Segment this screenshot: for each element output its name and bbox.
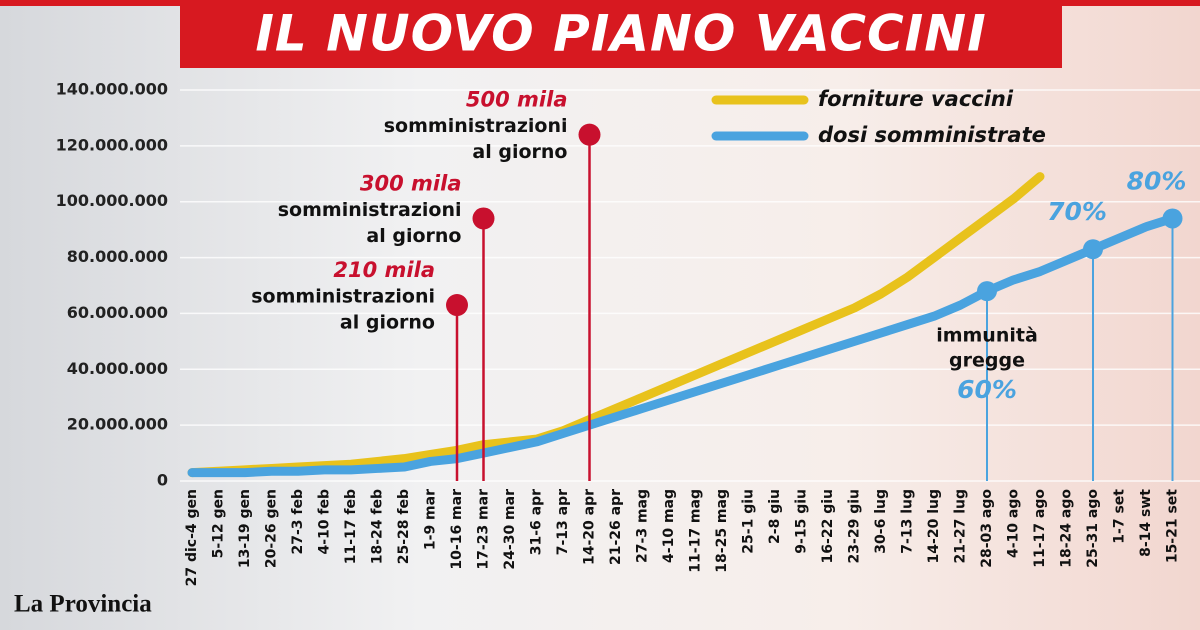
legend-label: forniture vaccini xyxy=(818,87,1014,111)
x-tick-label: 21-27 lug xyxy=(953,489,969,563)
x-tick-label: 4-10 feb xyxy=(317,489,333,555)
x-tick-label: 31-6 apr xyxy=(529,489,545,555)
y-tick-label: 100.000.000 xyxy=(56,191,168,210)
x-tick-label: 28-03 ago xyxy=(979,489,995,568)
x-tick-label: 14-20 apr xyxy=(582,489,598,565)
x-tick-label: 24-30 mar xyxy=(502,489,518,570)
y-tick-label: 80.000.000 xyxy=(67,247,168,266)
milestone-dot xyxy=(1083,239,1103,260)
y-tick-label: 140.000.000 xyxy=(56,80,168,99)
brand: La Provincia xyxy=(14,591,152,618)
y-tick-label: 0 xyxy=(157,471,168,490)
annotation-heading: 500 mila xyxy=(466,88,568,112)
x-tick-label: 18-25 mag xyxy=(714,489,730,573)
title-box xyxy=(180,4,1062,68)
x-tick-label: 20-26 gen xyxy=(264,489,280,568)
annotation-heading: 300 mila xyxy=(360,171,462,195)
x-tick-label: 30-6 lug xyxy=(873,489,889,554)
annotation-text: somministrazioni xyxy=(278,199,462,221)
x-tick-label: 23-29 giu xyxy=(847,489,863,563)
top-band xyxy=(0,0,1200,6)
annotation-text: somministrazioni xyxy=(251,286,435,308)
x-tick-label: 4-10 mag xyxy=(661,489,677,563)
milestone-note: immunità xyxy=(936,325,1038,347)
x-tick-label: 17-23 mar xyxy=(476,489,492,570)
annotation-dot xyxy=(578,123,601,146)
x-tick-label: 9-15 giu xyxy=(794,489,810,554)
x-tick-label: 16-22 giu xyxy=(820,489,836,563)
annotation-text: al giorno xyxy=(340,312,435,334)
x-tick-label: 27 dic-4 gen xyxy=(184,489,200,586)
annotation-dot xyxy=(446,294,468,317)
x-tick-label: 4-10 ago xyxy=(1006,489,1022,558)
x-tick-label: 14-20 lug xyxy=(926,489,942,563)
x-tick-label: 11-17 mag xyxy=(688,489,704,573)
legend-label: dosi somministrate xyxy=(818,123,1046,147)
x-tick-label: 15-21 set xyxy=(1165,489,1181,563)
milestone-note: gregge xyxy=(949,350,1025,372)
y-tick-label: 40.000.000 xyxy=(67,359,168,378)
milestone-label: 60% xyxy=(957,375,1017,404)
x-tick-label: 5-12 gen xyxy=(211,489,227,558)
annotation-heading: 210 mila xyxy=(333,258,435,282)
x-tick-label: 10-16 mar xyxy=(449,489,465,570)
x-tick-label: 1-9 mar xyxy=(423,489,439,550)
milestone-dot xyxy=(1162,208,1183,229)
annotation-text: al giorno xyxy=(366,225,461,247)
x-tick-label: 7-13 lug xyxy=(900,489,916,554)
milestone-label: 70% xyxy=(1047,197,1107,226)
x-tick-label: 8-14 swt xyxy=(1138,489,1154,557)
x-tick-label: 27-3 feb xyxy=(290,489,306,555)
x-tick-label: 25-28 feb xyxy=(396,489,412,564)
y-tick-label: 60.000.000 xyxy=(67,303,168,322)
x-tick-label: 21-26 apr xyxy=(608,489,624,565)
milestone-dot xyxy=(977,281,997,302)
x-tick-label: 27-3 mag xyxy=(635,489,651,563)
x-tick-label: 18-24 ago xyxy=(1059,489,1075,568)
annotation-text: somministrazioni xyxy=(384,115,568,137)
x-tick-label: 13-19 gen xyxy=(237,489,253,568)
x-tick-label: 1-7 set xyxy=(1112,489,1128,544)
x-tick-label: 25-1 giu xyxy=(741,489,757,554)
line-series xyxy=(187,172,1045,478)
x-tick-label: 11-17 ago xyxy=(1032,489,1048,568)
y-tick-label: 20.000.000 xyxy=(67,415,168,434)
x-tick-label: 11-17 feb xyxy=(343,489,359,564)
line-series xyxy=(187,213,1177,478)
x-tick-label: 18-24 feb xyxy=(370,489,386,564)
milestone-label: 80% xyxy=(1127,166,1187,195)
annotation-dot xyxy=(472,207,495,230)
x-tick-label: 25-31 ago xyxy=(1085,489,1101,568)
x-tick-label: 7-13 apr xyxy=(555,489,571,555)
y-tick-label: 120.000.000 xyxy=(56,135,168,154)
chart-title: IL NUOVO PIANO VACCINI xyxy=(255,5,986,63)
annotation-text: al giorno xyxy=(472,141,567,163)
x-tick-label: 2-8 giu xyxy=(767,489,783,544)
